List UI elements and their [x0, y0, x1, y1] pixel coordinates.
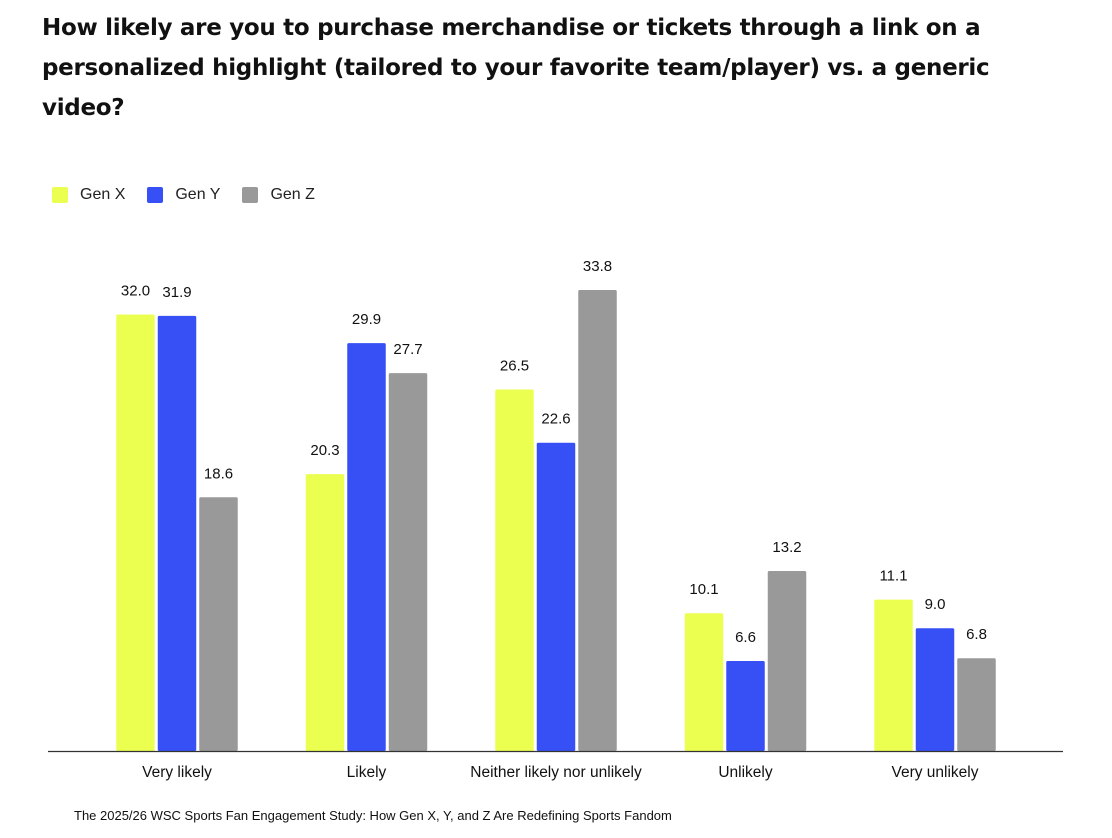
data-label: 29.9	[352, 311, 381, 328]
legend-item: Gen Y	[147, 186, 220, 204]
data-label: 9.0	[925, 596, 946, 613]
data-label: 20.3	[310, 442, 339, 459]
bar	[305, 474, 345, 751]
bar	[915, 628, 955, 751]
bar	[767, 570, 807, 751]
legend-label: Gen Z	[270, 186, 315, 203]
x-tick-label: Very unlikely	[891, 764, 978, 781]
data-label: 18.6	[204, 465, 233, 482]
data-label: 26.5	[500, 358, 529, 375]
x-tick-label: Likely	[347, 764, 387, 781]
data-label: 32.0	[121, 283, 150, 300]
legend-swatch	[242, 187, 259, 203]
legend-swatch	[147, 187, 164, 203]
bar	[536, 442, 576, 751]
bar	[726, 660, 765, 751]
bar	[116, 314, 155, 751]
bar	[684, 613, 724, 751]
bar	[388, 373, 428, 751]
x-tick-label: Unlikely	[718, 764, 773, 781]
x-tick-label: Neither likely nor unlikely	[470, 764, 642, 781]
legend-label: Gen X	[80, 186, 126, 203]
legend-label: Gen Y	[175, 186, 221, 203]
chart-title: How likely are you to purchase merchandi…	[42, 15, 990, 121]
data-label: 6.6	[735, 629, 756, 646]
data-label: 11.1	[879, 568, 907, 585]
legend-item: Gen Z	[242, 186, 315, 204]
data-label: 22.6	[541, 411, 570, 428]
legend-swatch	[52, 187, 68, 203]
bar	[495, 389, 534, 751]
bar	[578, 289, 617, 751]
legend: Gen X Gen Y Gen Z	[52, 186, 315, 204]
bar	[874, 599, 913, 751]
bar	[199, 497, 238, 751]
data-label: 13.2	[772, 539, 801, 556]
bar	[957, 658, 996, 751]
data-label: 27.7	[393, 341, 422, 358]
bar	[347, 343, 386, 751]
legend-item: Gen X	[52, 186, 125, 204]
data-label: 10.1	[689, 581, 718, 598]
bar	[157, 315, 197, 751]
data-label: 31.9	[162, 284, 191, 301]
x-tick-label: Very likely	[142, 764, 212, 781]
data-label: 33.8	[583, 258, 612, 275]
data-label: 6.8	[966, 626, 987, 643]
source-note: The 2025/26 WSC Sports Fan Engagement St…	[74, 808, 672, 823]
